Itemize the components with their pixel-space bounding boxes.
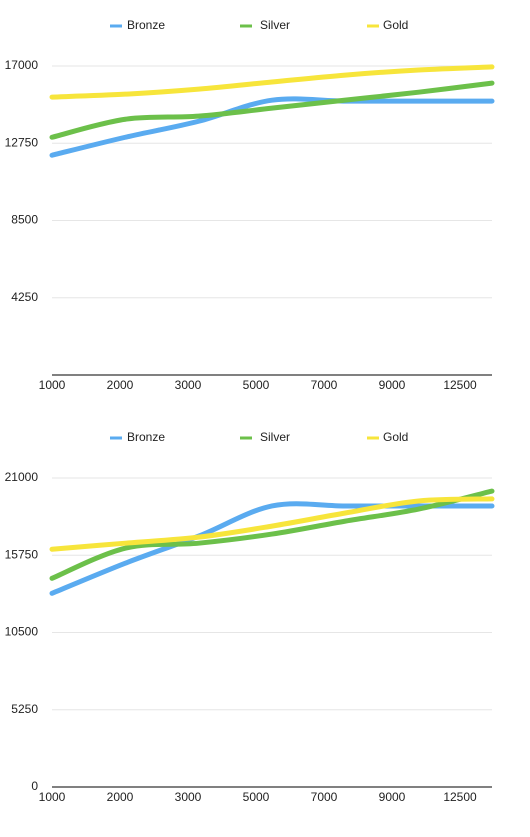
x-tick-label: 7000 [311, 378, 338, 392]
x-tick-label: 9000 [379, 790, 406, 804]
legend-label: Gold [383, 18, 408, 32]
x-tick-label: 9000 [379, 378, 406, 392]
x-tick-label: 1000 [39, 378, 66, 392]
line-chart: 0 5250 10500 15750 21000 1000 2000 3000 5000 7000… [5, 430, 495, 804]
legend-label: Silver [260, 18, 290, 32]
line-chart: 4250 8500 12750 17000 1000 2000 3000 5000 7000 90… [5, 18, 495, 392]
y-tick-label: 10500 [5, 625, 39, 639]
legend-label: Bronze [127, 18, 165, 32]
series-line [49, 501, 495, 596]
x-tick-label: 12500 [443, 378, 477, 392]
y-tick-label: 15750 [5, 547, 39, 561]
legend-label: Silver [260, 430, 290, 444]
x-tick-label: 7000 [311, 790, 338, 804]
y-tick-label: 8500 [11, 213, 38, 227]
legend-label: Bronze [127, 430, 165, 444]
series-line [49, 496, 495, 552]
y-tick-label: 21000 [5, 470, 39, 484]
x-tick-label: 3000 [175, 378, 202, 392]
x-tick-label: 3000 [175, 790, 202, 804]
x-tick-label: 5000 [243, 790, 270, 804]
y-tick-label: 4250 [11, 290, 38, 304]
series-line [49, 64, 495, 100]
series-line [49, 80, 495, 140]
y-tick-label: 0 [31, 779, 38, 793]
x-tick-label: 5000 [243, 378, 270, 392]
x-tick-label: 12500 [443, 790, 477, 804]
series-line [49, 96, 495, 158]
y-tick-label: 5250 [11, 702, 38, 716]
legend-label: Gold [383, 430, 408, 444]
y-tick-label: 12750 [5, 135, 39, 149]
x-tick-label: 2000 [107, 378, 134, 392]
y-tick-label: 17000 [5, 58, 39, 72]
x-tick-label: 2000 [107, 790, 134, 804]
x-tick-label: 1000 [39, 790, 66, 804]
series-line [49, 488, 495, 581]
